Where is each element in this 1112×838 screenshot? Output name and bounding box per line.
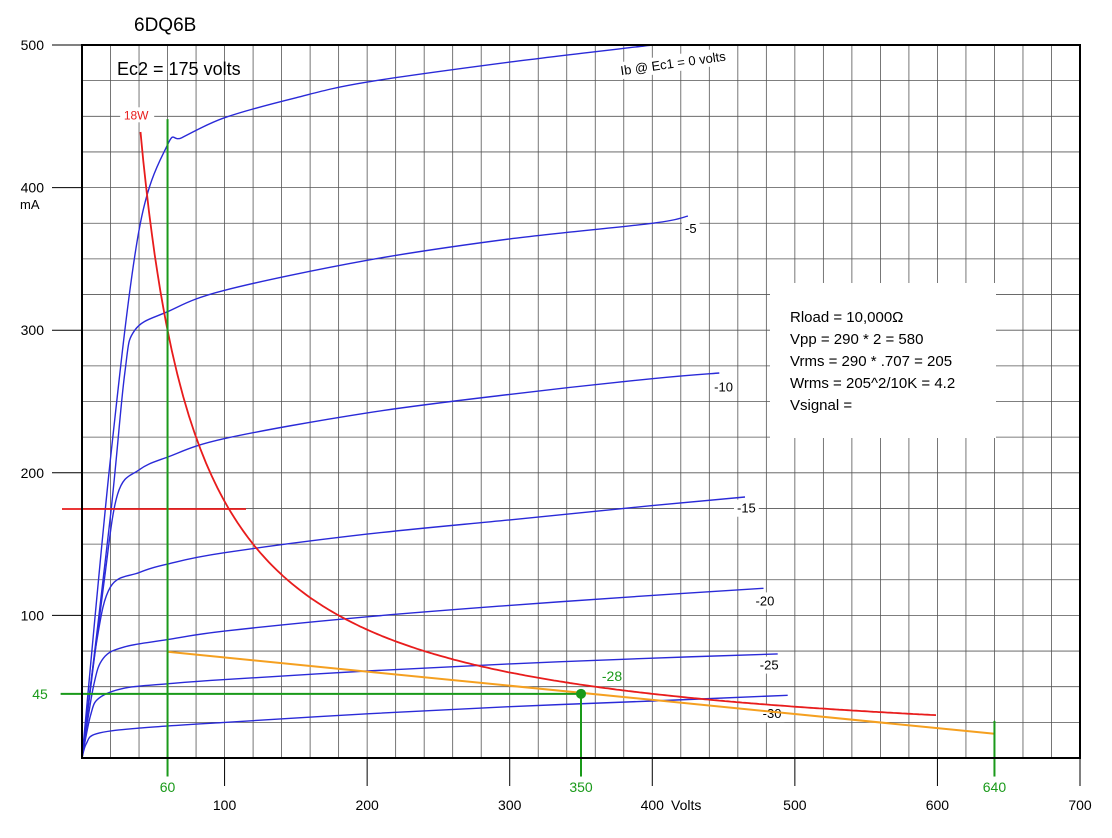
x-tick-label: 500 bbox=[783, 797, 807, 813]
chart-title: 6DQ6B bbox=[134, 15, 196, 36]
y-axis-label: mA bbox=[20, 197, 40, 212]
dissipation-label: 18W bbox=[124, 108, 149, 122]
plate-curve bbox=[81, 372, 720, 759]
quiescent-current-label: 45 bbox=[32, 686, 48, 702]
x-tick-label: 200 bbox=[355, 797, 379, 813]
marker-label: 350 bbox=[569, 779, 593, 795]
plate-curve bbox=[81, 44, 653, 759]
x-tick-label: 100 bbox=[213, 797, 237, 813]
x-tick-label: 700 bbox=[1068, 797, 1092, 813]
x-axis-label: Volts bbox=[671, 797, 701, 813]
axis-ticks: 100 200 300 400 500 100 200 300 400 500 600 700 bbox=[21, 37, 1092, 813]
plate-curve-label: -25 bbox=[760, 658, 779, 673]
max-dissipation-curve bbox=[139, 131, 937, 716]
calc-line-vpp: Vpp = 290 * 2 = 580 bbox=[790, 331, 923, 348]
plate-curve-label: -30 bbox=[763, 706, 782, 721]
y-tick-label: 200 bbox=[21, 465, 45, 481]
plate-curve-label-background bbox=[752, 592, 778, 610]
x-tick-label: 300 bbox=[498, 797, 522, 813]
plate-curve-label: -20 bbox=[756, 593, 775, 608]
plate-curve-label-background bbox=[616, 47, 731, 80]
y-tick-label: 100 bbox=[21, 607, 45, 623]
plate-curve bbox=[81, 694, 788, 759]
screen-voltage-note: Ec2 = 175 volts bbox=[117, 59, 241, 79]
plate-curve-label-background bbox=[756, 656, 782, 674]
calc-line-vsignal: Vsignal = bbox=[790, 397, 852, 414]
calculation-box: Rload = 10,000Ω Vpp = 290 * 2 = 580 Vrms… bbox=[770, 283, 996, 438]
x-tick-label: 600 bbox=[926, 797, 950, 813]
plate-curve bbox=[81, 587, 764, 759]
plot-frame bbox=[81, 44, 1081, 759]
calc-line-rload: Rload = 10,000Ω bbox=[790, 309, 903, 326]
plate-curve-label: -10 bbox=[714, 380, 733, 395]
operating-point-grid-label: -28 bbox=[602, 668, 622, 684]
marker-label: 60 bbox=[160, 779, 176, 795]
y-tick-label: 500 bbox=[21, 37, 45, 53]
calc-line-wrms: Wrms = 205^2/10K = 4.2 bbox=[790, 375, 955, 392]
plate-curve-label: -5 bbox=[685, 221, 697, 236]
y-tick-label: 300 bbox=[21, 322, 45, 338]
overlays: 18W 60 350 640 45 -28 bbox=[32, 107, 1006, 795]
plate-curve-label-background bbox=[711, 378, 736, 396]
calculation-box-background bbox=[770, 283, 996, 438]
calc-line-vrms: Vrms = 290 * .707 = 205 bbox=[790, 353, 952, 370]
plate-curves: Ib @ Ec1 = 0 volts-5-10-15-20-25-30 bbox=[81, 44, 788, 759]
operating-point bbox=[576, 688, 586, 699]
plate-curve bbox=[81, 215, 689, 759]
plate-curve-label: -15 bbox=[737, 501, 756, 516]
y-tick-label: 400 bbox=[21, 180, 45, 196]
marker-label: 640 bbox=[983, 779, 1007, 795]
x-tick-label: 400 bbox=[641, 797, 665, 813]
plate-curve bbox=[81, 496, 746, 759]
dissipation-label-background bbox=[120, 107, 155, 123]
plate-curve-label-background bbox=[733, 499, 759, 517]
plate-curve-label-background bbox=[759, 705, 785, 723]
plate-curve bbox=[81, 653, 778, 759]
plate-curve-label-background bbox=[681, 220, 700, 238]
